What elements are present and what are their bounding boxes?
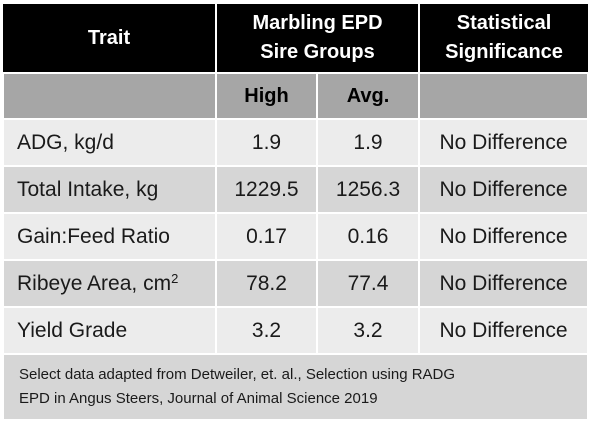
trait-cell: Ribeye Area, cm2 — [2, 259, 217, 308]
subheader-blank-significance — [418, 72, 589, 120]
high-value-cell: 78.2 — [215, 259, 318, 308]
table-row: ADG, kg/d 1.9 1.9 No Difference — [2, 118, 589, 167]
significance-cell: No Difference — [418, 165, 589, 214]
trait-cell: ADG, kg/d — [2, 118, 217, 167]
avg-value-cell: 1.9 — [315, 118, 421, 167]
footnote-line1: Select data adapted from Detweiler, et. … — [19, 366, 456, 383]
subheader-row: High Avg. — [2, 72, 589, 120]
avg-value-cell: 0.16 — [315, 212, 421, 261]
trait-cell: Gain:Feed Ratio — [2, 212, 217, 261]
significance-header-line2: Significance — [445, 41, 563, 63]
high-column-header: High — [215, 72, 318, 120]
sire-groups-header-line2: Sire Groups — [260, 41, 375, 63]
table-row: Gain:Feed Ratio 0.17 0.16 No Difference — [2, 212, 589, 261]
avg-value-cell: 1256.3 — [315, 165, 421, 214]
table-row: Total Intake, kg 1229.5 1256.3 No Differ… — [2, 165, 589, 214]
trait-label: Ribeye Area, cm — [17, 271, 172, 295]
significance-cell: No Difference — [418, 259, 589, 308]
significance-cell: No Difference — [418, 118, 589, 167]
high-value-cell: 0.17 — [215, 212, 318, 261]
high-value-cell: 3.2 — [215, 306, 318, 355]
significance-header: Statistical Significance — [418, 2, 589, 74]
table-row: Yield Grade 3.2 3.2 No Difference — [2, 306, 589, 355]
table-row: Ribeye Area, cm2 78.2 77.4 No Difference — [2, 259, 589, 308]
avg-column-header: Avg. — [315, 72, 421, 120]
significance-cell: No Difference — [418, 212, 589, 261]
high-value-cell: 1229.5 — [215, 165, 318, 214]
trait-header: Trait — [3, 2, 217, 74]
footnote-row: Select data adapted from Detweiler, et. … — [1, 353, 589, 421]
superscript-two: 2 — [171, 270, 179, 286]
trait-cell: Total Intake, kg — [2, 165, 217, 214]
subheader-blank-trait — [2, 72, 217, 120]
sire-groups-header-line1: Marbling EPD — [252, 12, 383, 34]
sire-groups-header: Marbling EPD Sire Groups — [214, 2, 421, 74]
trait-cell: Yield Grade — [2, 306, 217, 355]
header-row: Trait Marbling EPD Sire Groups Statistic… — [3, 2, 589, 74]
avg-value-cell: 77.4 — [315, 259, 421, 308]
significance-cell: No Difference — [418, 306, 589, 355]
high-value-cell: 1.9 — [215, 118, 318, 167]
footnote-line2: EPD in Angus Steers, Journal of Animal S… — [19, 390, 378, 407]
footnote-cell: Select data adapted from Detweiler, et. … — [1, 353, 589, 421]
avg-value-cell: 3.2 — [315, 306, 421, 355]
significance-header-line1: Statistical — [456, 12, 552, 34]
trait-header-label: Trait — [87, 26, 131, 49]
